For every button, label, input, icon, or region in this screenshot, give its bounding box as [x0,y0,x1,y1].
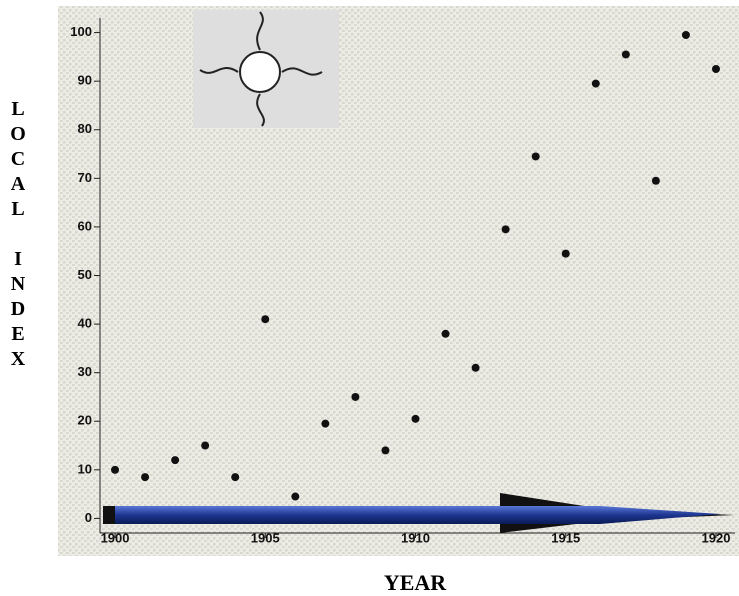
point [411,414,420,423]
x-tick-label: 1920 [702,530,731,545]
y-tick-label: 40 [78,316,92,331]
y-tick-label: 80 [78,121,92,136]
point [231,473,240,482]
x-tick-label: 1905 [251,530,280,545]
point [351,392,360,401]
sun-emblem [193,10,339,128]
point [141,473,150,482]
y-tick-label: 50 [78,267,92,282]
plot-background [58,6,739,556]
point [171,456,180,465]
y-tick-label: 100 [70,24,92,39]
y-tick-label: 20 [78,413,92,428]
point [591,79,600,88]
y-tick-label: 30 [78,364,92,379]
point [291,492,300,501]
point [201,441,210,450]
y-axis-label: LOCAL INDEX [7,98,29,373]
x-tick-label: 1915 [551,530,580,545]
y-tick-label: 60 [78,218,92,233]
point [651,176,660,185]
point [561,249,570,258]
point [621,50,630,59]
x-axis-label: YEAR [384,570,447,595]
point [471,363,480,372]
arrow [103,493,735,533]
y-tick-label: 0 [85,510,92,525]
point [681,31,690,40]
point [441,329,450,338]
point [531,152,540,161]
point [381,446,390,455]
point [321,419,330,428]
point [711,65,720,74]
y-tick-label: 10 [78,461,92,476]
point [261,315,270,324]
y-tick-label: 70 [78,170,92,185]
point [501,225,510,234]
x-tick-label: 1900 [101,530,130,545]
point [111,465,120,474]
y-tick-label: 90 [78,73,92,88]
x-tick-label: 1910 [401,530,430,545]
